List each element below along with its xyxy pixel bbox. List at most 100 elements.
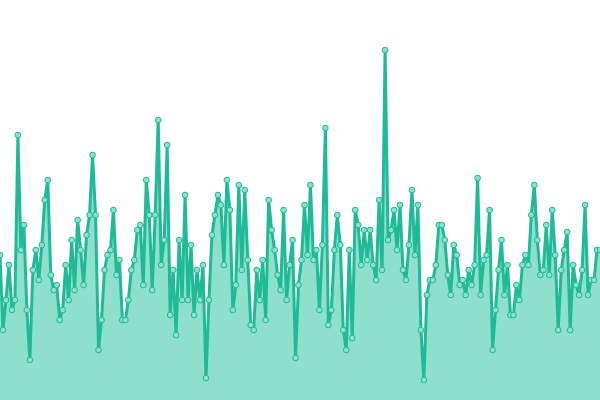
- point: [471, 261, 478, 269]
- point: [32, 246, 40, 254]
- point: [423, 291, 431, 299]
- point: [462, 291, 469, 299]
- point: [513, 281, 520, 289]
- point: [157, 261, 165, 269]
- point: [202, 374, 210, 382]
- point: [399, 266, 407, 274]
- point: [560, 246, 568, 254]
- point: [348, 334, 356, 342]
- point: [169, 266, 177, 274]
- point: [283, 296, 290, 304]
- point: [71, 286, 78, 294]
- point: [360, 226, 368, 234]
- point: [375, 196, 383, 204]
- point: [142, 176, 150, 184]
- point: [14, 131, 22, 139]
- point: [420, 376, 428, 384]
- point: [47, 271, 55, 279]
- point: [253, 266, 261, 274]
- point: [86, 211, 93, 219]
- point: [345, 246, 353, 254]
- point: [98, 316, 105, 324]
- point: [510, 311, 517, 319]
- point: [5, 261, 13, 269]
- point: [596, 246, 600, 254]
- point: [59, 306, 66, 314]
- point: [77, 246, 84, 254]
- point: [444, 271, 452, 279]
- point: [357, 261, 365, 269]
- point: [199, 261, 207, 269]
- point: [495, 266, 502, 274]
- point: [20, 221, 28, 229]
- point: [301, 201, 308, 209]
- point: [280, 206, 287, 214]
- point: [501, 291, 508, 299]
- point: [110, 206, 117, 214]
- point: [268, 226, 275, 234]
- point: [480, 256, 487, 264]
- point: [29, 266, 37, 274]
- point: [53, 281, 61, 289]
- point: [35, 276, 43, 284]
- point: [56, 316, 64, 324]
- point: [193, 266, 201, 274]
- point: [214, 191, 222, 199]
- point: [578, 266, 586, 274]
- point: [486, 206, 493, 214]
- point: [23, 306, 31, 314]
- point: [447, 291, 455, 299]
- point: [378, 266, 386, 274]
- point: [232, 281, 240, 289]
- point: [187, 241, 195, 249]
- point: [531, 181, 538, 189]
- point: [575, 291, 583, 299]
- point: [274, 271, 281, 279]
- point: [235, 181, 243, 189]
- area-fill: [0, 50, 600, 400]
- point: [450, 241, 458, 249]
- point: [184, 296, 192, 304]
- point: [148, 286, 156, 294]
- point: [101, 266, 108, 274]
- point: [220, 261, 228, 269]
- point: [492, 306, 499, 314]
- point: [166, 311, 174, 319]
- point: [322, 124, 329, 132]
- point: [569, 261, 577, 269]
- point: [208, 231, 216, 239]
- point: [584, 291, 592, 299]
- point: [489, 346, 496, 354]
- point: [519, 261, 526, 269]
- point: [542, 221, 550, 229]
- point: [244, 256, 252, 264]
- point: [104, 251, 111, 259]
- point: [26, 356, 34, 364]
- point: [62, 261, 69, 269]
- point: [441, 236, 449, 244]
- point: [566, 326, 574, 334]
- point: [328, 306, 335, 314]
- point: [0, 251, 4, 259]
- point: [8, 306, 16, 314]
- point: [384, 236, 392, 244]
- point: [390, 206, 398, 214]
- point: [217, 201, 225, 209]
- point: [339, 326, 347, 334]
- point: [295, 281, 302, 289]
- point: [154, 116, 162, 124]
- point: [2, 296, 10, 304]
- point: [17, 246, 25, 254]
- point: [289, 236, 296, 244]
- point: [313, 246, 320, 254]
- point: [68, 236, 75, 244]
- point: [65, 296, 72, 304]
- point: [408, 186, 416, 194]
- point: [205, 296, 213, 304]
- point: [262, 316, 269, 324]
- point: [128, 266, 135, 274]
- point: [381, 46, 389, 54]
- point: [247, 321, 255, 329]
